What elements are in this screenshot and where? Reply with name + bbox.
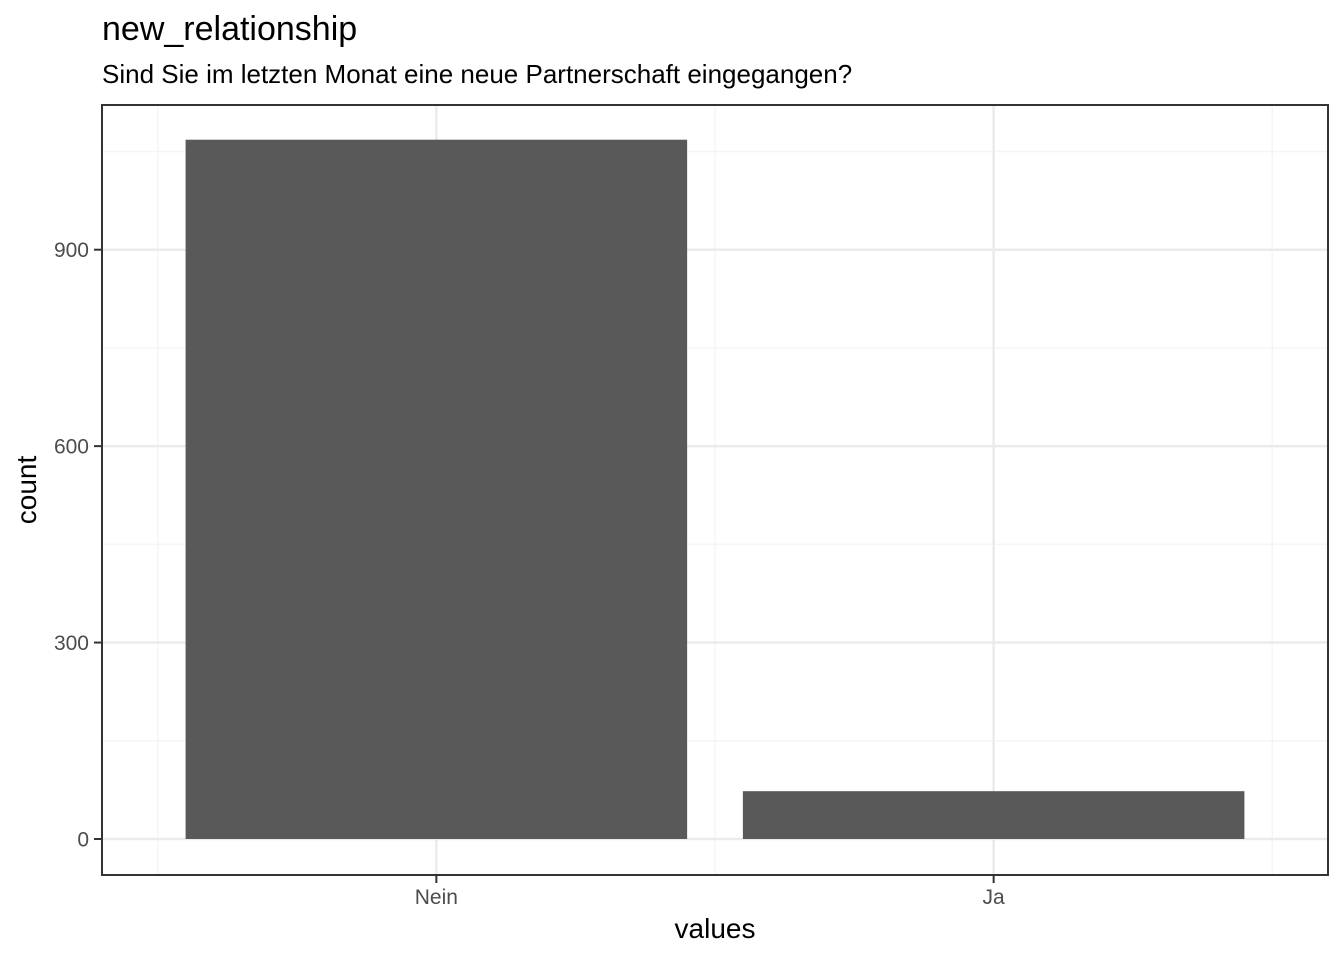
bar-nein [185, 139, 688, 839]
panel-border [101, 104, 1329, 876]
chart-title: new_relationship [102, 10, 357, 48]
x-axis: Nein Ja [415, 875, 1005, 909]
x-tick-label: Ja [983, 886, 1006, 909]
y-tick-label: 300 [54, 632, 89, 655]
y-axis: 0 300 600 900 [54, 239, 102, 851]
bars [185, 139, 1245, 839]
x-axis-title: values [675, 913, 756, 944]
y-axis-title: count [11, 456, 42, 525]
x-tick-label: Nein [415, 886, 458, 909]
chart-subtitle: Sind Sie im letzten Monat eine neue Part… [102, 59, 852, 89]
y-tick-label: 0 [77, 828, 89, 851]
y-tick-label: 900 [54, 239, 89, 262]
y-tick-label: 600 [54, 436, 89, 459]
bar-ja [742, 791, 1245, 839]
